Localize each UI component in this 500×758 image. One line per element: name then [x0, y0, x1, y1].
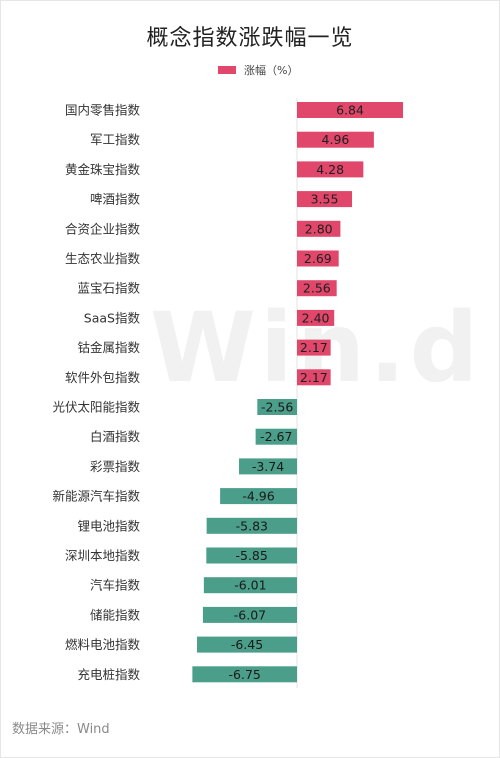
value-label: 4.28 — [316, 162, 344, 177]
value-label: -2.56 — [261, 400, 293, 415]
value-label: -4.96 — [242, 489, 274, 504]
value-label: 4.96 — [322, 132, 350, 147]
category-label: 国内零售指数 — [65, 103, 141, 118]
bar — [257, 399, 297, 415]
value-label: 2.80 — [305, 221, 333, 236]
value-label: -5.83 — [236, 518, 268, 533]
category-label: 新能源汽车指数 — [52, 489, 140, 504]
category-label: 锂电池指数 — [77, 518, 140, 533]
bar — [255, 428, 297, 445]
value-label: 2.56 — [303, 281, 331, 296]
value-label: -6.01 — [234, 578, 266, 593]
bar — [297, 309, 335, 326]
category-label: 储能指数 — [90, 607, 141, 622]
bar — [202, 606, 297, 623]
value-label: -2.67 — [260, 429, 292, 444]
value-label: 3.55 — [311, 192, 339, 207]
value-label: -6.75 — [229, 667, 261, 682]
value-label: -6.45 — [231, 637, 263, 652]
category-label: 深圳本地指数 — [65, 548, 141, 563]
bar — [220, 488, 297, 505]
bar — [297, 369, 331, 386]
bar — [206, 517, 297, 534]
category-label: 充电桩指数 — [77, 667, 140, 682]
value-label: -3.74 — [252, 459, 284, 474]
bar — [297, 102, 404, 118]
bar — [297, 339, 331, 356]
category-label: 黄金珠宝指数 — [65, 162, 141, 177]
category-label: 钴金属指数 — [77, 340, 140, 355]
source-note: 数据来源：Wind — [12, 722, 110, 737]
bar — [297, 220, 341, 237]
bar — [206, 547, 297, 564]
category-label: 军工指数 — [90, 132, 141, 147]
category-label: 彩票指数 — [90, 459, 141, 474]
category-label: 软件外包指数 — [65, 370, 141, 385]
bar — [297, 191, 353, 208]
bar — [203, 577, 297, 594]
value-label: -5.85 — [235, 548, 267, 563]
value-label: 2.17 — [300, 340, 328, 355]
legend: 涨幅（%） — [218, 62, 298, 78]
bar — [239, 458, 297, 475]
bar — [297, 250, 339, 267]
category-label: 光伏太阳能指数 — [52, 400, 140, 415]
bar — [297, 131, 374, 148]
category-label: 啤酒指数 — [90, 192, 141, 207]
category-label: 白酒指数 — [90, 429, 141, 444]
value-label: 2.69 — [304, 251, 332, 266]
category-label: 燃料电池指数 — [65, 637, 141, 652]
bar — [297, 161, 364, 178]
bar — [192, 666, 297, 683]
bar — [197, 636, 297, 653]
value-label: -6.07 — [234, 607, 266, 622]
chart-title: 概念指数涨跌幅一览 — [146, 26, 354, 51]
category-label: 生态农业指数 — [65, 251, 141, 266]
category-label: 汽车指数 — [90, 578, 141, 593]
category-label: 蓝宝石指数 — [77, 281, 140, 296]
category-label: SaaS指数 — [84, 310, 141, 325]
category-label: 合资企业指数 — [65, 221, 141, 236]
value-label: 6.84 — [336, 103, 364, 118]
value-label: 2.40 — [302, 310, 330, 325]
bar — [297, 280, 337, 297]
legend-label: 涨幅（%） — [244, 64, 299, 77]
value-label: 2.17 — [300, 370, 328, 385]
legend-swatch — [218, 66, 236, 74]
